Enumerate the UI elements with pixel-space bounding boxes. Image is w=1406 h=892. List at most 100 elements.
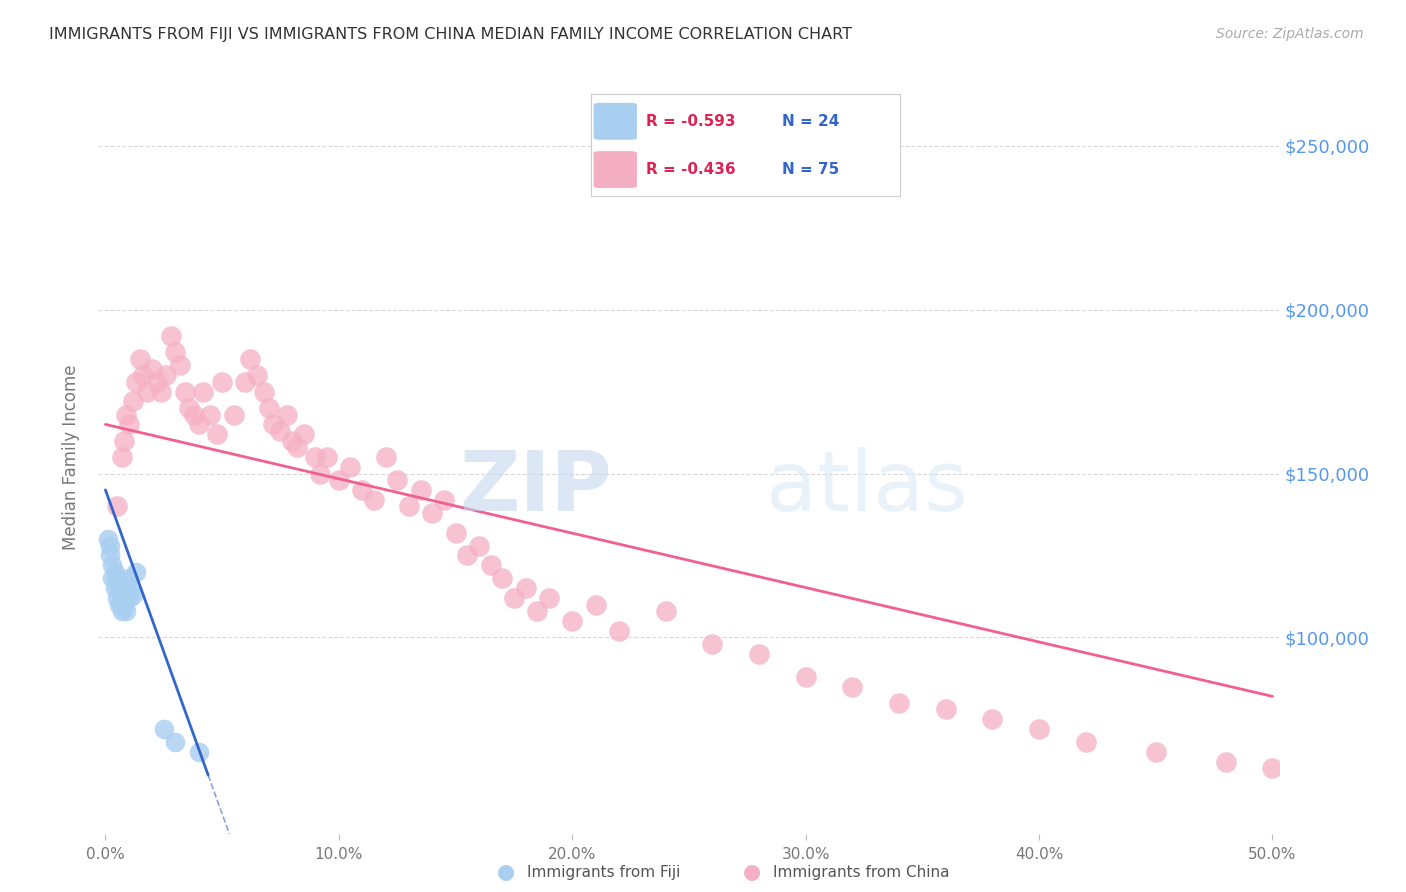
Point [748,647,770,661]
Point [281,434,304,448]
Point [257,401,280,415]
Point [105,500,128,514]
Point [101,571,124,585]
Point [211,375,233,389]
Point [111,604,134,618]
Point [479,558,502,573]
Point [222,408,245,422]
Point [125,375,148,389]
Point [235,375,257,389]
Point [269,424,291,438]
Point [179,401,201,415]
Point [122,588,145,602]
Point [118,571,141,585]
Point [654,604,676,618]
Point [207,427,229,442]
Point [468,539,491,553]
Point [1215,755,1237,769]
Point [155,368,177,383]
Point [120,581,142,595]
Text: Immigrants from Fiji: Immigrants from Fiji [527,865,681,880]
FancyBboxPatch shape [593,151,637,188]
Point [456,549,478,563]
Point [150,384,173,399]
Point [98,539,121,553]
Text: Source: ZipAtlas.com: Source: ZipAtlas.com [1216,27,1364,41]
Point [285,440,308,454]
FancyBboxPatch shape [593,103,637,140]
Point [363,492,385,507]
Point [101,558,124,573]
Point [561,614,583,628]
Point [141,361,163,376]
Point [173,384,195,399]
Point [115,604,138,618]
Text: atlas: atlas [766,447,967,528]
Point [981,712,1004,726]
Y-axis label: Median Family Income: Median Family Income [62,365,80,549]
Point [97,532,120,546]
Text: R = -0.593: R = -0.593 [647,114,735,128]
Point [1028,722,1050,736]
Point [108,581,131,595]
Point [111,591,134,605]
Point [122,394,145,409]
Point [433,492,456,507]
Point [112,581,135,595]
Point [136,384,159,399]
Point [253,384,276,399]
Point [159,329,181,343]
Point [183,408,205,422]
Point [239,351,262,366]
Point [352,483,374,497]
Point [502,591,524,605]
Point [165,735,187,749]
Text: N = 24: N = 24 [782,114,839,128]
Point [246,368,269,383]
Point [115,408,138,422]
Point [444,525,467,540]
Point [1144,745,1167,759]
Point [526,604,548,618]
Text: ●: ● [498,863,515,882]
Point [263,417,285,432]
Point [794,670,817,684]
Text: IMMIGRANTS FROM FIJI VS IMMIGRANTS FROM CHINA MEDIAN FAMILY INCOME CORRELATION C: IMMIGRANTS FROM FIJI VS IMMIGRANTS FROM … [49,27,852,42]
Point [515,581,537,595]
Point [146,375,169,389]
Point [887,696,910,710]
Point [374,450,396,464]
Point [292,427,315,442]
Point [841,680,863,694]
Point [935,702,957,716]
Point [276,408,298,422]
Point [491,571,513,585]
Point [1261,762,1284,776]
Point [304,450,326,464]
Point [316,450,339,464]
Point [585,598,607,612]
Point [165,345,187,359]
Point [607,624,630,638]
Point [112,434,135,448]
Point [1074,735,1097,749]
Point [129,351,152,366]
Point [118,591,141,605]
Point [105,591,128,605]
Text: Immigrants from China: Immigrants from China [773,865,950,880]
Point [104,581,127,595]
Point [193,384,215,399]
Point [200,408,222,422]
Point [152,722,174,736]
Point [104,565,127,579]
Point [309,467,332,481]
Point [187,417,209,432]
Point [98,549,121,563]
Point [537,591,560,605]
Point [187,745,209,759]
Text: ●: ● [744,863,761,882]
Point [132,368,155,383]
Point [125,565,148,579]
Point [112,598,135,612]
Point [105,571,128,585]
